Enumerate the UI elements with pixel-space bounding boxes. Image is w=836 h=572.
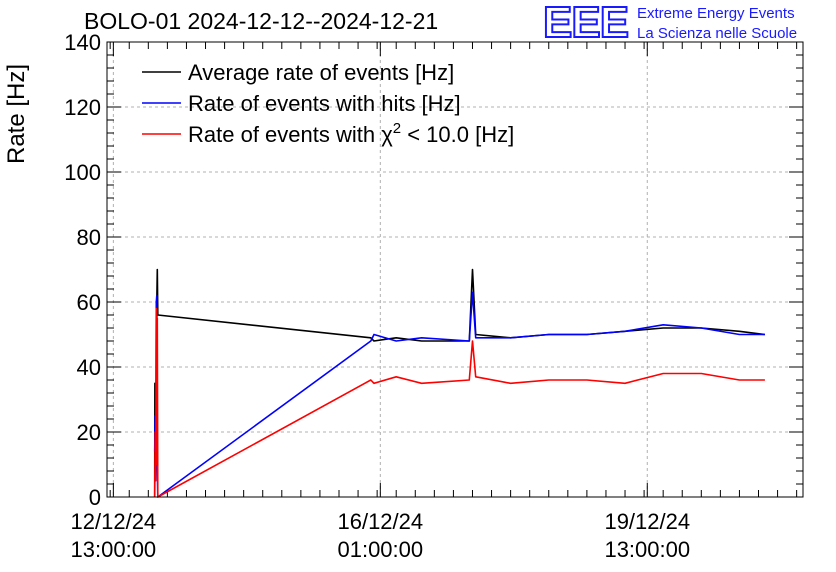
series-line-1	[153, 291, 765, 498]
data-series	[153, 268, 765, 498]
y-tick-label: 60	[77, 290, 101, 315]
x-tick-label-time: 13:00:00	[604, 537, 690, 562]
y-tick-label: 0	[89, 485, 101, 510]
eee-logo-mark: EEE	[542, 0, 630, 47]
grid-lines	[107, 42, 803, 497]
legend-label: Rate of events with χ2 < 10.0 [Hz]	[188, 120, 514, 147]
y-tick-label: 80	[77, 225, 101, 250]
y-tick-label: 120	[64, 95, 101, 120]
legend-label: Average rate of events [Hz]	[188, 60, 454, 85]
plot-frame	[106, 41, 804, 498]
x-tick-label-time: 13:00:00	[71, 537, 157, 562]
logo-line-1: Extreme Energy Events	[637, 5, 795, 22]
y-tick-label: 20	[77, 420, 101, 445]
legend-label: Rate of events with hits [Hz]	[188, 91, 461, 116]
x-tick-label-date: 19/12/24	[604, 509, 690, 534]
logo-line-2: La Scienza nelle Scuole	[637, 25, 798, 42]
legend: Average rate of events [Hz] Rate of event…	[142, 60, 514, 147]
eee-logo: EEE Extreme Energy Events La Scienza nel…	[542, 0, 833, 47]
y-axis-label: Rate [Hz]	[3, 63, 30, 164]
y-tick-label: 140	[64, 30, 101, 55]
series-line-2	[153, 307, 765, 498]
x-tick-label-time: 01:00:00	[337, 537, 423, 562]
y-axis: 0 20 40 60 80 100 120 140	[64, 30, 803, 510]
chart-title: BOLO-01 2024-12-12--2024-12-21	[84, 8, 439, 34]
x-axis: 12/12/24 13:00:00 16/12/24 01:00:00 19/12/24…	[71, 42, 798, 562]
x-tick-label-date: 16/12/24	[337, 509, 423, 534]
y-tick-label: 40	[77, 355, 101, 380]
series-line-0	[153, 268, 765, 498]
x-tick-label-date: 12/12/24	[71, 509, 157, 534]
y-tick-label: 100	[64, 160, 101, 185]
